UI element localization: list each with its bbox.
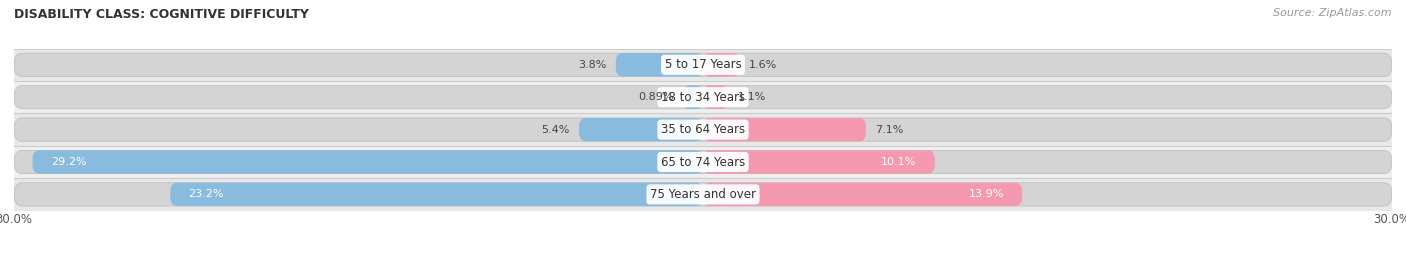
Bar [14,81,1392,113]
Text: 35 to 64 Years: 35 to 64 Years [661,123,745,136]
Text: 65 to 74 Years: 65 to 74 Years [661,156,745,168]
FancyBboxPatch shape [703,86,728,109]
FancyBboxPatch shape [14,86,1392,109]
Text: 75 Years and over: 75 Years and over [650,188,756,201]
Text: 10.1%: 10.1% [882,157,917,167]
Text: 5 to 17 Years: 5 to 17 Years [665,58,741,71]
Text: 5.4%: 5.4% [541,124,569,135]
Text: 29.2%: 29.2% [51,157,86,167]
Text: 1.1%: 1.1% [738,92,766,102]
Legend: Male, Female: Male, Female [641,266,765,270]
FancyBboxPatch shape [616,53,703,76]
FancyBboxPatch shape [14,118,1392,141]
Text: 23.2%: 23.2% [188,189,224,200]
Text: 3.8%: 3.8% [578,60,606,70]
Text: 1.6%: 1.6% [749,60,778,70]
Text: 13.9%: 13.9% [969,189,1004,200]
Text: 18 to 34 Years: 18 to 34 Years [661,91,745,104]
FancyBboxPatch shape [703,53,740,76]
FancyBboxPatch shape [32,150,703,174]
FancyBboxPatch shape [703,150,935,174]
FancyBboxPatch shape [703,183,1022,206]
Text: DISABILITY CLASS: COGNITIVE DIFFICULTY: DISABILITY CLASS: COGNITIVE DIFFICULTY [14,8,309,21]
Bar [14,113,1392,146]
Bar [14,146,1392,178]
FancyBboxPatch shape [170,183,703,206]
Text: 7.1%: 7.1% [875,124,904,135]
Text: Source: ZipAtlas.com: Source: ZipAtlas.com [1274,8,1392,18]
FancyBboxPatch shape [682,86,703,109]
Text: 0.89%: 0.89% [638,92,673,102]
Bar [14,178,1392,211]
FancyBboxPatch shape [14,150,1392,174]
FancyBboxPatch shape [579,118,703,141]
FancyBboxPatch shape [14,53,1392,76]
Bar [14,49,1392,81]
FancyBboxPatch shape [14,183,1392,206]
FancyBboxPatch shape [703,118,866,141]
